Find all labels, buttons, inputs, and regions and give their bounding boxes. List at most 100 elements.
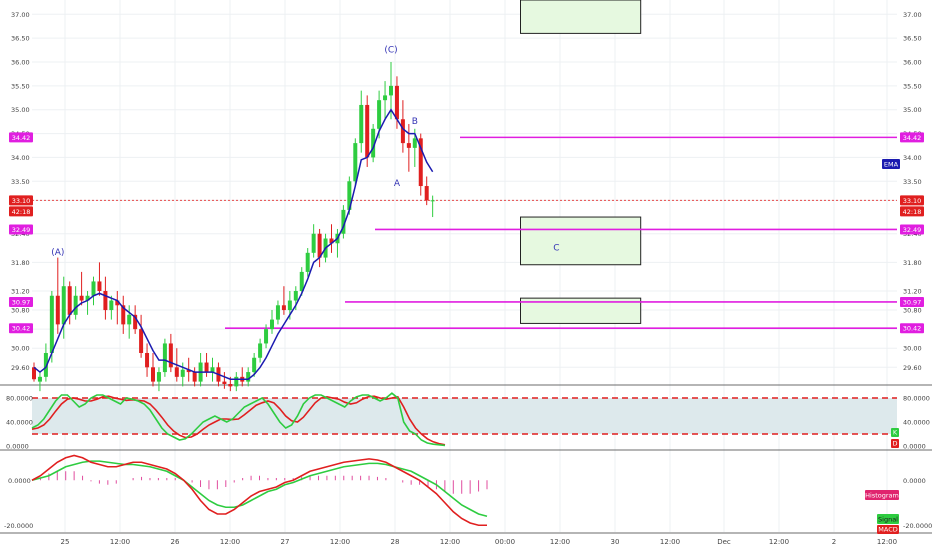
candle-body: [210, 367, 215, 373]
price-tick-label-left: 31.80: [11, 259, 30, 267]
candle-body: [234, 376, 239, 387]
price-tick-label-left: 31.20: [11, 287, 30, 295]
price-tick-label-left: 35.50: [11, 82, 30, 90]
current-price-tag-right-bg: [900, 195, 924, 206]
candle-body: [418, 138, 423, 187]
level-tag-left: 30.97: [12, 298, 31, 306]
price-tick-label-left: 30.00: [11, 345, 30, 353]
candle-body: [293, 290, 298, 301]
macd-line: [31, 454, 487, 527]
histogram-tag: Histogram: [865, 492, 899, 500]
stochastic-band: [32, 397, 897, 435]
target-boxes[interactable]: [520, 0, 642, 324]
candle-body: [151, 367, 155, 382]
price-tick-label-left: 36.00: [11, 59, 30, 67]
level-tag-left-bg: [9, 132, 33, 143]
candle-body: [85, 295, 90, 301]
candle-body: [252, 357, 257, 373]
price-tick-label-right: 30.00: [903, 345, 922, 353]
candle-body: [412, 138, 417, 148]
candle-body: [394, 85, 399, 120]
countdown-tag-left: 42:18: [12, 208, 31, 216]
ema-line: [33, 108, 434, 380]
candle-body: [424, 186, 429, 201]
candle-body: [32, 367, 36, 380]
macd-tag-bg: [877, 525, 899, 534]
wave-label-C: C: [553, 243, 559, 253]
chart-grid: [0, 0, 932, 534]
countdown-tag-right: 42:18: [903, 208, 922, 216]
x-tick-label: 12:00: [330, 538, 350, 546]
stochastic-d-tag-bg: [891, 439, 899, 448]
ema-tag-bg: [882, 159, 900, 169]
macd-tick-left: -20.0000: [4, 522, 33, 530]
ema-line-path: [33, 108, 434, 380]
candle-body: [145, 352, 150, 368]
candle-body: [55, 295, 60, 325]
stochastic-k-tag: K: [893, 429, 898, 437]
candle-body: [317, 233, 322, 258]
signal-tag-bg: [877, 514, 899, 524]
x-tick-label: 2: [832, 538, 836, 546]
candle-body: [347, 181, 352, 210]
price-tick-label-right: 37.00: [903, 11, 922, 19]
stochastic-d-line: [31, 395, 446, 446]
price-tick-label-left: 30.80: [11, 307, 30, 315]
candle-body: [174, 367, 179, 377]
level-tag-left: 30.42: [12, 325, 31, 333]
candle-body: [192, 372, 197, 382]
candle-body: [430, 200, 435, 202]
level-tag-right-bg: [900, 224, 924, 235]
candle-body: [103, 290, 108, 311]
x-tick-label: 12:00: [220, 538, 240, 546]
indicator-series: [31, 392, 488, 527]
price-tick-label-right: 31.80: [903, 259, 922, 267]
price-tick-label-right: 34.00: [903, 154, 922, 162]
candle-body: [204, 362, 209, 373]
ema-tag: EMA: [884, 161, 899, 169]
candle-body: [115, 300, 120, 306]
x-tick-label: 12:00: [550, 538, 570, 546]
wave-label-A: A: [394, 179, 401, 189]
price-tick-label-right: 31.20: [903, 287, 922, 295]
candle-body: [43, 352, 48, 377]
level-tag-left-bg: [9, 323, 33, 334]
countdown-tag-right-bg: [900, 206, 924, 217]
candle-body: [299, 271, 304, 291]
stochastic-tick-right: 80.0000: [903, 395, 930, 403]
candle-body: [270, 319, 274, 330]
wave-labels: (A) (C) B A C: [51, 45, 559, 258]
countdown-tag-left-bg: [9, 206, 33, 217]
candle-body: [67, 286, 72, 315]
x-tick-label: 27: [281, 538, 290, 546]
candle-body: [329, 238, 334, 244]
candle-body: [133, 314, 138, 330]
candle-body: [162, 343, 167, 373]
candlestick-series: [32, 62, 435, 392]
horizontal-levels[interactable]: [32, 136, 897, 329]
wave-label-A: (A): [51, 248, 64, 258]
price-tick-label-right: 35.50: [903, 82, 922, 90]
price-tick-label-left: 35.00: [11, 106, 30, 114]
histogram-tag-bg: [865, 490, 899, 500]
x-tick-label: 12:00: [110, 538, 130, 546]
stochastic-tick-left: 0.0000: [6, 443, 29, 451]
candle-body: [246, 372, 251, 382]
stochastic-tick-left: 40.0000: [6, 419, 33, 427]
candle-body: [180, 369, 185, 377]
level-tag-right: 32.49: [903, 226, 922, 234]
candle-body: [91, 281, 96, 296]
level-tag-left: 32.49: [12, 226, 31, 234]
price-tick-label-right: 33.50: [903, 178, 922, 186]
current-price-tag-left: 33.10: [12, 197, 31, 205]
price-tick-label-left: 37.00: [11, 11, 30, 19]
candle-body: [383, 95, 388, 101]
x-tick-label: 25: [61, 538, 70, 546]
level-tag-left-bg: [9, 296, 33, 307]
candle-body: [186, 369, 191, 373]
candle-body: [61, 286, 66, 325]
candle-body: [287, 300, 292, 311]
level-tag-right-bg: [900, 296, 924, 307]
candle-body: [311, 233, 316, 253]
